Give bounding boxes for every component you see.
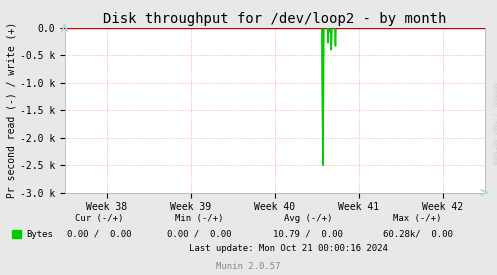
Text: 10.79 /  0.00: 10.79 / 0.00 [273, 230, 343, 239]
Text: Last update: Mon Oct 21 00:00:16 2024: Last update: Mon Oct 21 00:00:16 2024 [189, 244, 388, 252]
Text: Cur (-/+): Cur (-/+) [75, 214, 124, 223]
Text: Bytes: Bytes [26, 230, 53, 239]
Text: Munin 2.0.57: Munin 2.0.57 [216, 262, 281, 271]
Text: RRDTOOL / TOBI OETIKER: RRDTOOL / TOBI OETIKER [491, 82, 496, 165]
Text: 0.00 /  0.00: 0.00 / 0.00 [166, 230, 231, 239]
Text: 0.00 /  0.00: 0.00 / 0.00 [67, 230, 132, 239]
Text: Max (-/+): Max (-/+) [393, 214, 442, 223]
Y-axis label: Pr second read (-) / write (+): Pr second read (-) / write (+) [7, 22, 17, 198]
Text: Avg (-/+): Avg (-/+) [284, 214, 332, 223]
Text: Min (-/+): Min (-/+) [174, 214, 223, 223]
Text: 60.28k/  0.00: 60.28k/ 0.00 [383, 230, 452, 239]
Title: Disk throughput for /dev/loop2 - by month: Disk throughput for /dev/loop2 - by mont… [103, 12, 446, 26]
